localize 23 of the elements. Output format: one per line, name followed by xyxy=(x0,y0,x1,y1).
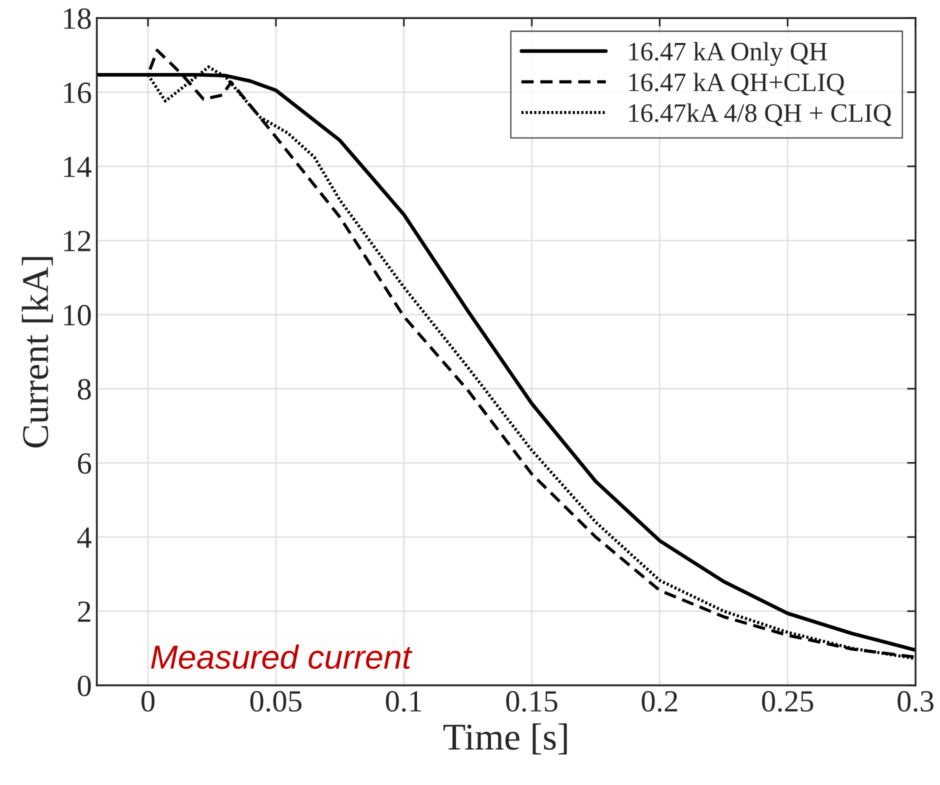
y-tick-label: 8 xyxy=(78,379,91,400)
y-tick-label: 2 xyxy=(78,602,90,622)
x-tick-label: 0.3 xyxy=(898,691,934,712)
annotation: Measured current xyxy=(151,644,412,669)
x-tick-label: 0.05 xyxy=(250,691,302,712)
y-tick-label: 6 xyxy=(78,453,92,474)
x-tick-label: 0.25 xyxy=(762,691,814,712)
y-tick-label: 0 xyxy=(78,676,91,696)
y-tick-label: 10 xyxy=(64,304,91,326)
y-tick-label: 18 xyxy=(64,8,91,29)
legend-label: 16.47kA 4/8 QH + CLIQ xyxy=(629,103,892,126)
x-tick-label: 0.15 xyxy=(506,691,558,712)
y-tick-label: 14 xyxy=(64,156,92,177)
y-tick-label: 12 xyxy=(64,230,90,252)
x-tick-label: 0 xyxy=(142,691,154,712)
x-tick-label: 0.2 xyxy=(642,691,678,712)
y-tick-label: 4 xyxy=(77,528,92,548)
legend-label: 16.47 kA QH+CLIQ xyxy=(629,72,844,96)
x-axis-title: Time [s] xyxy=(443,723,567,754)
y-axis-title: Current [kA] xyxy=(22,257,53,448)
y-tick-label: 16 xyxy=(64,82,92,104)
legend-label: 16.47 kA Only QH xyxy=(629,42,828,66)
x-tick-label: 0.1 xyxy=(386,691,422,712)
